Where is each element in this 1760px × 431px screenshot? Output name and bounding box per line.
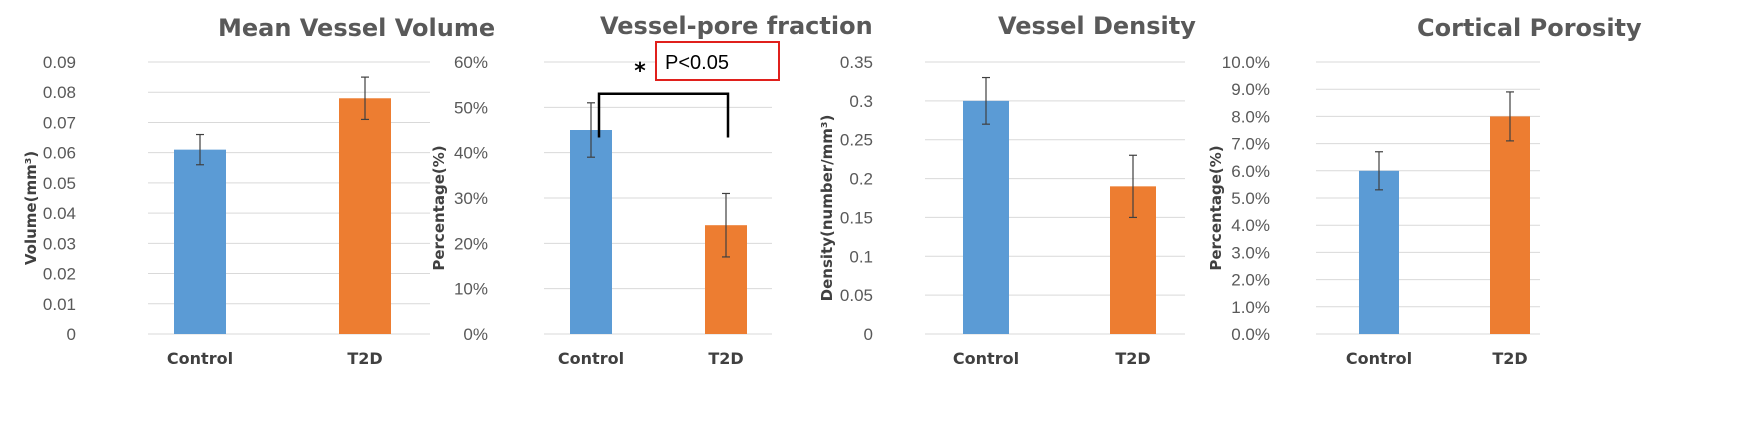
category-label: Control <box>558 349 624 368</box>
error-bar <box>1375 151 1383 191</box>
y-tick-label: 0.0% <box>1231 325 1270 344</box>
y-axis-label: Density(number/mm³) <box>818 115 836 302</box>
y-tick-label: 3.0% <box>1231 243 1270 262</box>
y-tick-label: 0 <box>67 325 76 344</box>
y-axis-label: Percentage(%) <box>430 145 448 270</box>
y-tick-label: 0.04 <box>43 204 76 223</box>
y-tick-label: 0.05 <box>840 286 873 305</box>
y-tick-label: 0.25 <box>840 131 873 150</box>
y-tick-label: 0.35 <box>840 53 873 72</box>
y-tick-label: 0.02 <box>43 265 76 284</box>
chart-title: Mean Vessel Volume <box>218 14 495 42</box>
bar-t2d <box>1490 116 1530 335</box>
error-bar <box>722 192 730 258</box>
category-label: T2D <box>347 349 382 368</box>
y-tick-label: 0.2 <box>849 170 873 189</box>
y-tick-label: 5.0% <box>1231 189 1270 208</box>
y-tick-label: 0.06 <box>43 144 76 163</box>
chart-mean-vessel-volume: Mean Vessel Volume 0 0.01 0.02 0.03 0.04 0.05 0… <box>22 14 495 368</box>
category-label: Control <box>1346 349 1412 368</box>
y-tick-label: 20% <box>454 234 488 253</box>
chart-vessel-density: Vessel Density 0 0.05 0.1 0.15 0.2 0.25 0.3 0.35… <box>818 12 1196 368</box>
p-value-box <box>655 41 780 81</box>
error-bar <box>196 133 204 166</box>
y-tick-label: 2.0% <box>1231 271 1270 290</box>
y-tick-label: 0.15 <box>840 208 873 227</box>
y-tick-label: 10.0% <box>1222 53 1270 72</box>
p-value-label: P<0.05 <box>665 52 729 74</box>
error-bar <box>1129 154 1137 219</box>
y-tick-label: 0.05 <box>43 174 76 193</box>
y-tick-label: 0.03 <box>43 234 76 253</box>
chart-title: Cortical Porosity <box>1417 14 1642 42</box>
y-tick-label: 0% <box>463 325 488 344</box>
y-tick-label: 40% <box>454 144 488 163</box>
y-tick-label: 1.0% <box>1231 298 1270 317</box>
y-tick-label: 0.3 <box>849 92 873 111</box>
y-tick-label: 7.0% <box>1231 135 1270 154</box>
y-tick-label: 0.1 <box>849 247 873 266</box>
y-tick-label: 0 <box>864 325 873 344</box>
category-label: Control <box>167 349 233 368</box>
bar-control <box>963 100 1009 334</box>
error-bar <box>982 76 990 125</box>
y-tick-label: 0.08 <box>43 83 76 102</box>
error-bar <box>1506 91 1514 142</box>
significance-star: * <box>634 59 646 84</box>
chart-title: Vessel Density <box>998 12 1196 40</box>
y-tick-label: 30% <box>454 189 488 208</box>
y-tick-label: 10% <box>454 280 488 299</box>
bar-control <box>1359 170 1399 334</box>
y-tick-label: 60% <box>454 53 488 72</box>
y-tick-label: 0.09 <box>43 53 76 72</box>
y-tick-label: 6.0% <box>1231 162 1270 181</box>
chart-cortical-porosity: Cortical Porosity 0.0% 1.0% 2.0% 3.0% 4.0% 5.0… <box>1207 14 1642 368</box>
y-axis-label: Percentage(%) <box>1207 145 1225 270</box>
category-label: T2D <box>1115 349 1150 368</box>
category-label: T2D <box>708 349 743 368</box>
category-label: T2D <box>1492 349 1527 368</box>
bar-control <box>174 149 226 334</box>
y-tick-label: 50% <box>454 98 488 117</box>
y-tick-label: 9.0% <box>1231 80 1270 99</box>
error-bar <box>587 102 595 158</box>
y-tick-label: 0.07 <box>43 113 76 132</box>
y-axis-label: Volume(mm³) <box>22 151 40 265</box>
y-tick-label: 8.0% <box>1231 107 1270 126</box>
bar-control <box>570 130 612 334</box>
y-tick-label: 4.0% <box>1231 216 1270 235</box>
error-bar <box>361 76 369 121</box>
bar-t2d <box>339 98 391 335</box>
category-label: Control <box>953 349 1019 368</box>
chart-vessel-pore-fraction: Vessel-pore fraction 0% 10% 20% 30% 40% 50% 60%… <box>430 12 873 368</box>
chart-title: Vessel-pore fraction <box>600 12 873 40</box>
significance-bracket <box>597 92 730 138</box>
y-tick-label: 0.01 <box>43 295 76 314</box>
